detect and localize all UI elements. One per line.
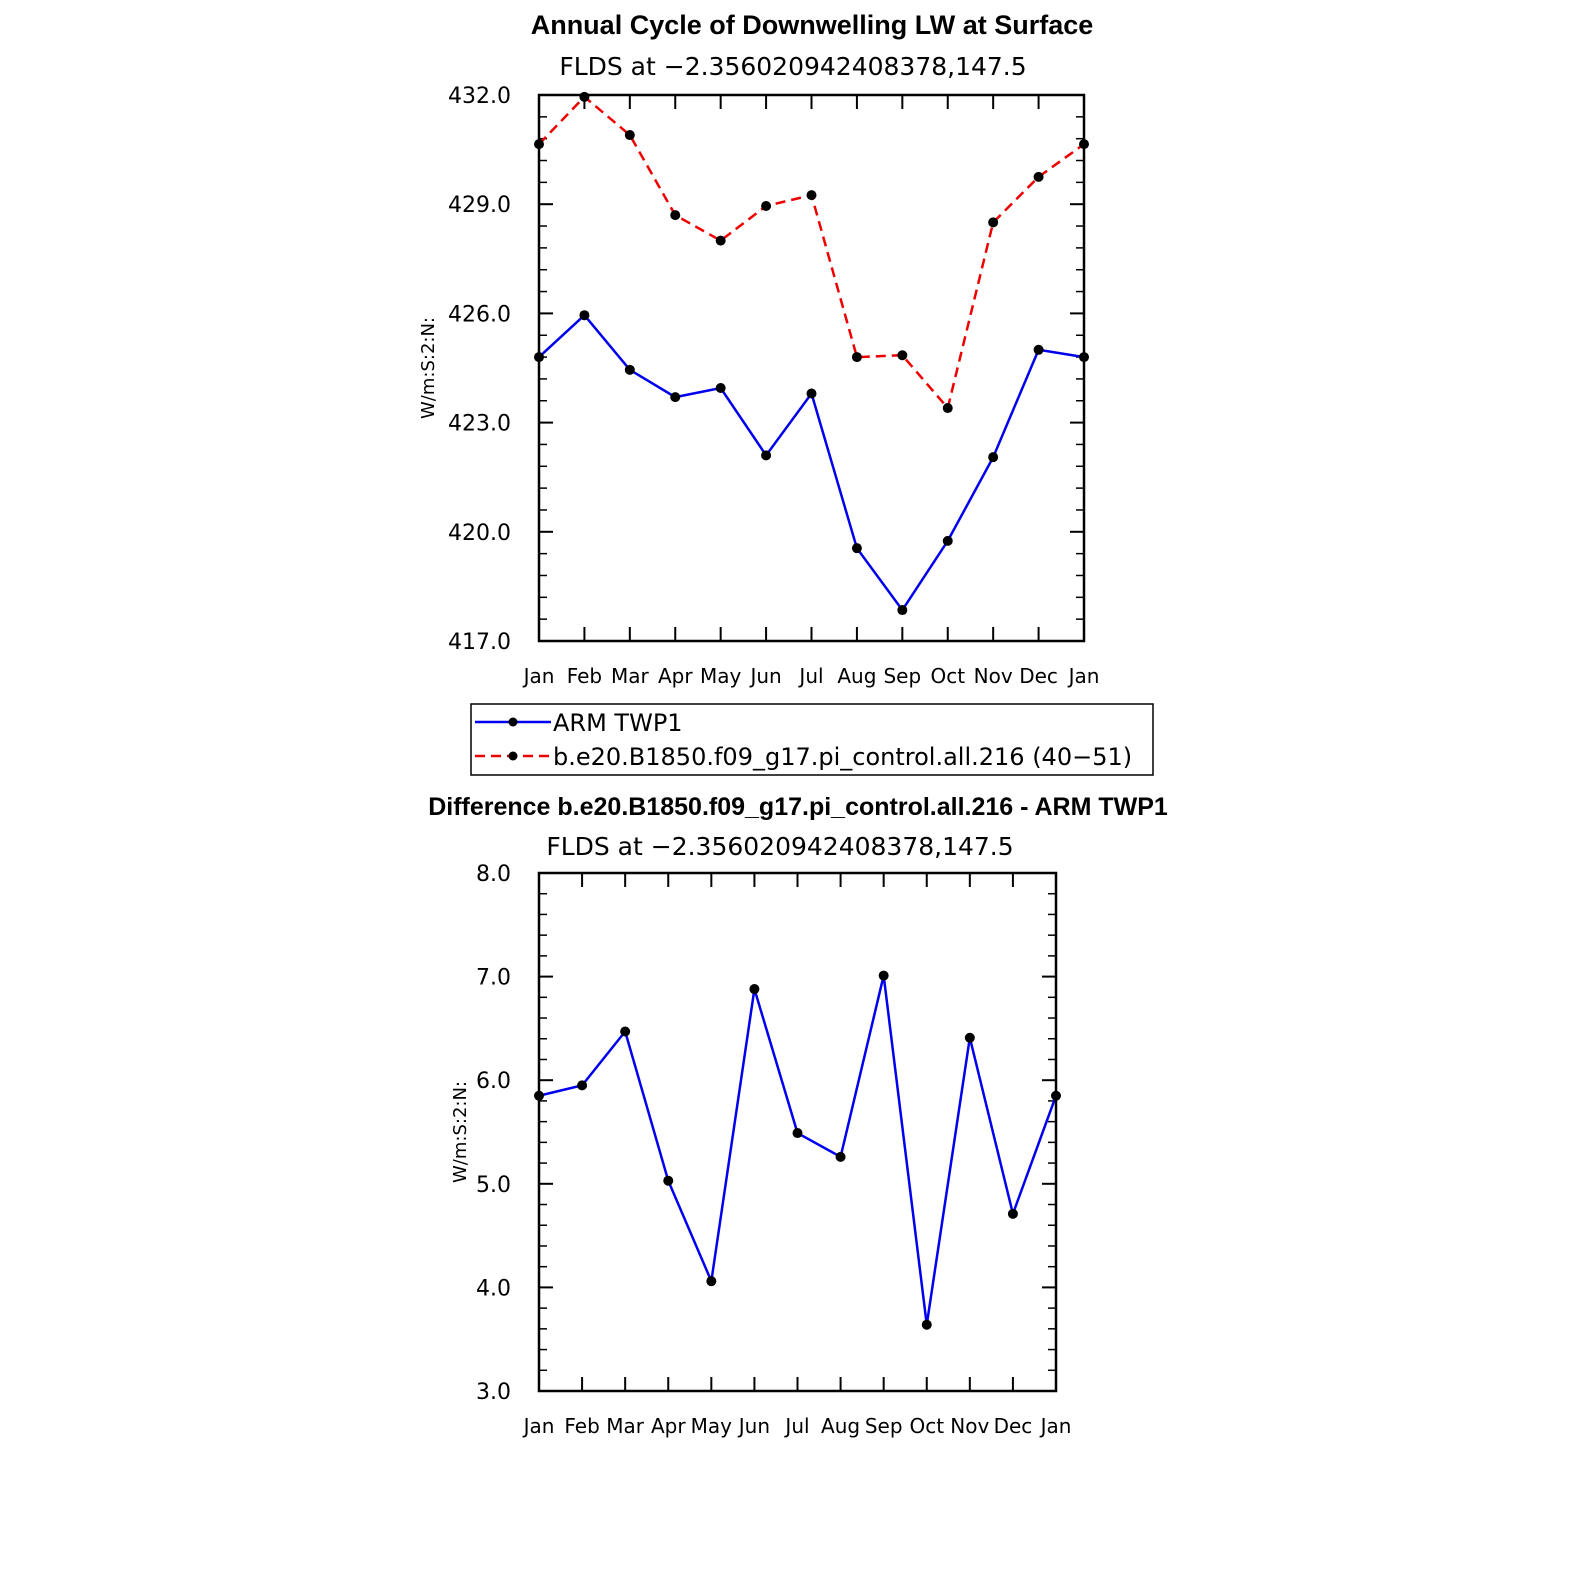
chart1-y-axis-label: W/m:S:2:N: <box>418 317 439 419</box>
chart1-subtitle: FLDS at −2.356020942408378,147.5 <box>559 52 1026 81</box>
chart2-y-axis-label: W/m:S:2:N: <box>450 1081 471 1183</box>
legend-label-model: b.e20.B1850.f09_g17.pi_control.all.216 (… <box>553 743 1132 771</box>
chart1-y-tick-label: 429.0 <box>448 193 511 218</box>
chart2-y-tick-label: 5.0 <box>476 1173 511 1198</box>
chart2-y-tick-label: 6.0 <box>476 1069 511 1094</box>
chart2-y-tick-label: 7.0 <box>476 966 511 991</box>
chart2-series-line-0 <box>538 975 1058 1325</box>
chart1-series-1-point <box>897 350 908 361</box>
chart1-y-tick-label: 417.0 <box>448 630 511 655</box>
chart1-series-1-point <box>942 403 953 414</box>
chart1-series-1-point <box>1033 171 1044 182</box>
chart2-y-tick-label: 4.0 <box>476 1276 511 1301</box>
chart1-series-1-point <box>851 352 862 363</box>
chart1-y-tick-label: 420.0 <box>448 521 511 546</box>
chart2-x-tick-label: Dec <box>994 1414 1033 1438</box>
chart1-x-tick-label: Jan <box>522 664 555 688</box>
chart2-series-0-point <box>1007 1208 1018 1219</box>
chart2-series-0-point <box>878 970 889 981</box>
chart2-plot-frame <box>537 871 1058 1393</box>
chart1-series <box>534 91 1089 616</box>
chart1-x-tick-label: Sep <box>883 664 921 688</box>
chart1-series-0-point <box>988 452 999 463</box>
chart2-subtitle: FLDS at −2.356020942408378,147.5 <box>546 832 1013 861</box>
legend-marker-model <box>508 751 518 761</box>
chart2-series-0-point <box>835 1151 846 1162</box>
chart1-x-tick-label: Dec <box>1019 664 1058 688</box>
chart2-x-tick-label: Jul <box>783 1414 809 1438</box>
chart2-y-tick-label: 8.0 <box>476 862 511 887</box>
chart1-y-tick-label: 423.0 <box>448 412 511 437</box>
chart2-series-0-point <box>792 1128 803 1139</box>
chart2-x-tick-label: May <box>691 1414 733 1438</box>
chart1-series-1-point <box>670 210 681 221</box>
chart1-series-0-point <box>897 605 908 616</box>
chart2-ticks: 3.0 4.0 5.0 6.0 7.0 8.0 Jan Feb Mar Apr May Jun Jul A… <box>476 862 1071 1438</box>
chart1-x-tick-label: May <box>700 664 742 688</box>
chart2-x-tick-label: Mar <box>606 1414 645 1438</box>
chart1-x-tick-label: Oct <box>930 664 965 688</box>
chart2-x-tick-label: Apr <box>651 1414 686 1438</box>
legend-box <box>470 703 1154 776</box>
chart1-series-0-point <box>1033 344 1044 355</box>
chart2-y-tick-label: 3.0 <box>476 1380 511 1405</box>
chart2-x-tick-label: Aug <box>821 1414 860 1438</box>
chart2-series-0-point <box>577 1080 588 1091</box>
chart1-series-0-point <box>761 450 772 461</box>
chart2-series-0-point <box>749 984 760 995</box>
chart1-ticks: 417.0 420.0 423.0 426.0 429.0 432.0 Jan Feb Mar A… <box>448 84 1099 688</box>
annual-cycle-chart: Annual Cycle of Downwelling LW at Surfac… <box>418 10 1099 688</box>
chart1-plot-frame <box>537 93 1086 643</box>
legend: ARM TWP1 b.e20.B1850.f09_g17.pi_control.… <box>470 703 1154 776</box>
chart2-x-tick-label: Nov <box>950 1414 989 1438</box>
chart2-series-0-point <box>663 1175 674 1186</box>
chart1-series-1-point <box>624 130 635 141</box>
chart1-x-tick-label: Mar <box>611 664 650 688</box>
chart1-x-tick-label: Jul <box>797 664 823 688</box>
chart2-series-0-point <box>706 1276 717 1287</box>
chart1-title: Annual Cycle of Downwelling LW at Surfac… <box>531 10 1094 40</box>
chart1-x-tick-label: Nov <box>974 664 1013 688</box>
chart2-x-tick-label: Jun <box>737 1414 770 1438</box>
chart1-series-line-0 <box>538 313 1085 613</box>
difference-chart: Difference b.e20.B1850.f09_g17.pi_contro… <box>428 793 1168 1438</box>
chart1-x-tick-label: Apr <box>658 664 693 688</box>
chart1-series-0-point <box>806 388 817 399</box>
chart2-series-0-point <box>921 1319 932 1330</box>
chart2-title: Difference b.e20.B1850.f09_g17.pi_contro… <box>428 793 1168 821</box>
chart2-x-tick-label: Sep <box>865 1414 903 1438</box>
chart1-series-0-point <box>670 392 681 403</box>
chart1-series-1-point <box>761 201 772 212</box>
chart1-series-0-point <box>624 364 635 375</box>
chart2-series-0-point <box>964 1032 975 1043</box>
chart1-series-0-point <box>851 543 862 554</box>
legend-marker-arm-twp1 <box>508 717 518 727</box>
chart2-x-tick-label: Jan <box>1039 1414 1072 1438</box>
chart1-series-1-point <box>579 91 590 102</box>
chart1-x-tick-label: Jun <box>748 664 781 688</box>
chart1-series-1-point <box>806 190 817 201</box>
chart1-y-tick-label: 426.0 <box>448 302 511 327</box>
chart1-series-0-point <box>579 310 590 321</box>
chart1-series-0-point <box>715 383 726 394</box>
chart1-series-line-1 <box>538 95 1085 411</box>
chart1-x-tick-label: Feb <box>567 664 602 688</box>
chart1-x-tick-label: Aug <box>837 664 876 688</box>
chart1-y-tick-label: 432.0 <box>448 84 511 109</box>
chart1-series-0-point <box>942 535 953 546</box>
chart2-x-tick-label: Feb <box>564 1414 599 1438</box>
chart2-x-tick-label: Oct <box>909 1414 944 1438</box>
chart1-series-1-point <box>715 235 726 246</box>
chart1-series-1-point <box>988 217 999 228</box>
chart2-series-0-point <box>620 1026 631 1037</box>
chart2-x-tick-label: Jan <box>522 1414 555 1438</box>
chart2-series <box>534 970 1061 1330</box>
chart1-x-tick-label: Jan <box>1067 664 1100 688</box>
legend-label-arm-twp1: ARM TWP1 <box>553 709 683 737</box>
